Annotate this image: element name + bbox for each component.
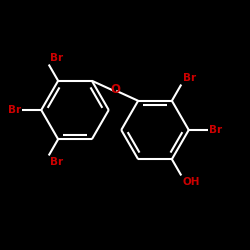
- Text: Br: Br: [182, 72, 196, 83]
- Text: O: O: [110, 83, 120, 96]
- Text: Br: Br: [8, 105, 21, 115]
- Text: Br: Br: [50, 52, 63, 62]
- Text: Br: Br: [209, 125, 222, 135]
- Text: OH: OH: [182, 178, 200, 188]
- Text: Br: Br: [50, 158, 63, 168]
